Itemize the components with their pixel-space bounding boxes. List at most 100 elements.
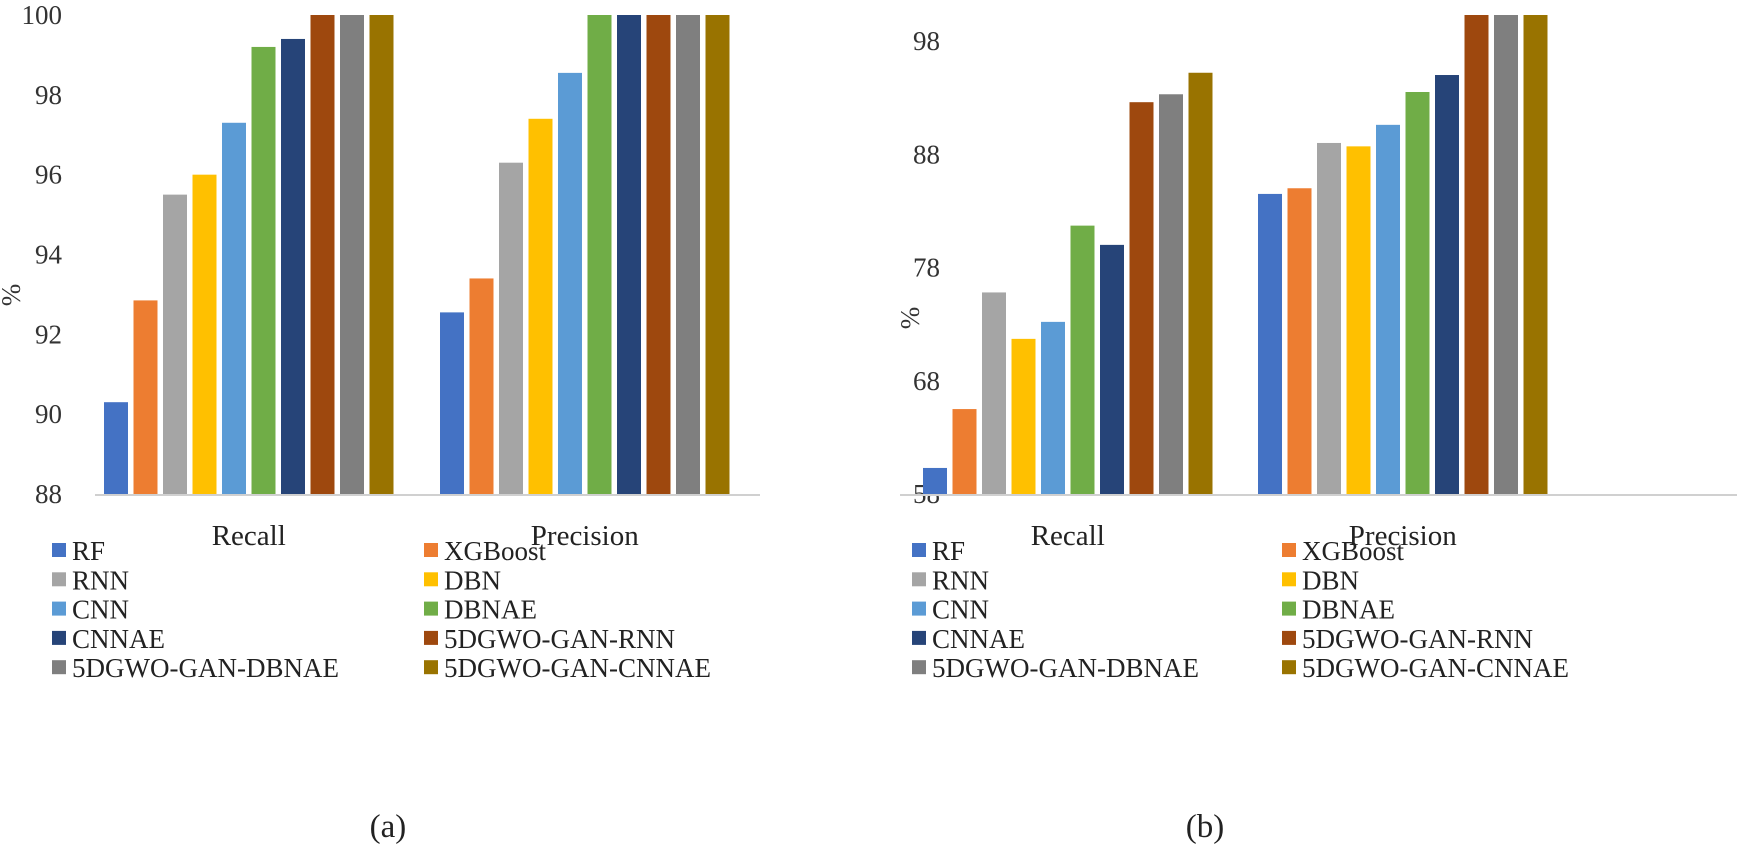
legend-label-xgboost: XGBoost bbox=[1302, 536, 1405, 566]
legend-swatch-5dgwo-gan-rnn bbox=[1282, 630, 1296, 645]
bar-rnn-precision bbox=[1317, 142, 1341, 494]
bar-dbn-recall bbox=[192, 174, 217, 494]
bar-dbnae-recall bbox=[251, 46, 276, 494]
legend-swatch-5dgwo-gan-dbnae bbox=[52, 660, 66, 675]
legend-swatch-rf bbox=[912, 543, 926, 557]
bar-5dgwo-gan-rnn-precision bbox=[646, 15, 671, 494]
y-tick-label: 100 bbox=[22, 0, 63, 30]
legend-swatch-dbn bbox=[1282, 572, 1296, 587]
y-axis-label: % bbox=[900, 307, 925, 330]
bar-rnn-recall bbox=[982, 292, 1006, 494]
bar-5dgwo-gan-cnnae-precision bbox=[705, 15, 730, 494]
legend-swatch-cnn bbox=[52, 601, 66, 616]
bar-cnnae-precision bbox=[1435, 75, 1459, 495]
legend-swatch-cnnae bbox=[52, 630, 66, 645]
legend-swatch-rf bbox=[52, 543, 66, 557]
legend-swatch-rnn bbox=[912, 572, 926, 587]
legend-swatch-5dgwo-gan-cnnae bbox=[424, 660, 438, 675]
legend-label-5dgwo-gan-cnnae: 5DGWO-GAN-CNNAE bbox=[444, 653, 711, 683]
bar-cnn-precision bbox=[1376, 124, 1400, 494]
bar-cnnae-recall bbox=[281, 38, 305, 494]
bar-dbn-precision bbox=[1346, 146, 1371, 494]
bar-5dgwo-gan-cnnae-precision bbox=[1523, 15, 1548, 494]
bar-5dgwo-gan-cnnae-recall bbox=[1188, 72, 1213, 494]
bar-cnnae-recall bbox=[1100, 244, 1124, 494]
bar-rnn-recall bbox=[163, 194, 187, 494]
legend-label-dbn: DBN bbox=[1302, 565, 1359, 595]
legend-label-cnn: CNN bbox=[932, 595, 989, 625]
bar-xgboost-precision bbox=[469, 278, 494, 494]
y-tick-label: 88 bbox=[35, 479, 62, 509]
y-tick-label: 92 bbox=[35, 319, 62, 349]
legend-swatch-xgboost bbox=[1282, 543, 1296, 557]
legend-label-dbnae: DBNAE bbox=[1302, 595, 1395, 625]
panel-caption: (a) bbox=[370, 809, 407, 845]
bar-5dgwo-gan-rnn-recall bbox=[310, 15, 335, 494]
category-label-precision: Precision bbox=[1349, 520, 1457, 552]
legend-swatch-dbn bbox=[424, 572, 438, 587]
bar-dbnae-precision bbox=[587, 15, 612, 494]
bar-xgboost-recall bbox=[133, 300, 158, 494]
bar-5dgwo-gan-dbnae-precision bbox=[676, 15, 700, 494]
bar-dbnae-recall bbox=[1070, 225, 1095, 494]
bar-dbn-precision bbox=[528, 118, 553, 495]
y-tick-label: 90 bbox=[35, 399, 62, 429]
bar-5dgwo-gan-dbnae-recall bbox=[340, 15, 364, 494]
bar-rf-recall bbox=[104, 402, 128, 494]
legend-label-cnnae: CNNAE bbox=[932, 624, 1025, 654]
bar-chart-b: 5868788898%RecallPrecisionRFXGBoostRNNDB… bbox=[900, 15, 1737, 845]
bar-cnnae-precision bbox=[617, 15, 641, 494]
bar-rf-recall bbox=[923, 467, 947, 494]
bar-5dgwo-gan-dbnae-precision bbox=[1494, 15, 1518, 494]
legend-label-5dgwo-gan-rnn: 5DGWO-GAN-RNN bbox=[444, 624, 675, 654]
legend-label-rf: RF bbox=[72, 536, 105, 566]
legend-label-xgboost: XGBoost bbox=[444, 536, 547, 566]
legend-label-rnn: RNN bbox=[932, 565, 989, 595]
bar-chart-a: 88 90 92 94 96 98 100% Recall Precision RF XGBoost… bbox=[0, 0, 760, 845]
y-axis-label: % bbox=[0, 284, 26, 307]
legend-swatch-dbnae bbox=[424, 601, 438, 616]
bar-dbnae-precision bbox=[1405, 92, 1430, 494]
bar-cnn-recall bbox=[222, 122, 246, 495]
y-tick-label: 78 bbox=[913, 253, 940, 283]
legend-label-5dgwo-gan-dbnae: 5DGWO-GAN-DBNAE bbox=[72, 653, 339, 683]
legend-label-5dgwo-gan-cnnae: 5DGWO-GAN-CNNAE bbox=[1302, 653, 1569, 683]
bar-5dgwo-gan-rnn-recall bbox=[1129, 102, 1154, 495]
legend-swatch-5dgwo-gan-dbnae bbox=[912, 660, 926, 675]
legend-swatch-cnn bbox=[912, 601, 926, 616]
legend-swatch-dbnae bbox=[1282, 601, 1296, 616]
legend-label-cnnae: CNNAE bbox=[72, 624, 165, 654]
chart-panel-a: 88 90 92 94 96 98 100% Recall Precision RF XGBoost… bbox=[0, 0, 860, 856]
y-tick-label: 98 bbox=[35, 80, 62, 110]
bar-5dgwo-gan-cnnae-recall bbox=[369, 15, 394, 494]
legend-swatch-cnnae bbox=[912, 630, 926, 645]
category-label-precision: Precision bbox=[531, 520, 639, 552]
legend-swatch-5dgwo-gan-cnnae bbox=[1282, 660, 1296, 675]
legend-label-cnn: CNN bbox=[72, 595, 129, 625]
y-tick-label: 88 bbox=[913, 139, 940, 169]
bar-rf-precision bbox=[1258, 193, 1282, 495]
category-label-recall: Recall bbox=[212, 520, 286, 552]
category-label-recall: Recall bbox=[1031, 520, 1105, 552]
legend-label-5dgwo-gan-rnn: 5DGWO-GAN-RNN bbox=[1302, 624, 1533, 654]
y-tick-label: 68 bbox=[913, 366, 940, 396]
legend-label-5dgwo-gan-dbnae: 5DGWO-GAN-DBNAE bbox=[932, 653, 1199, 683]
legend-swatch-5dgwo-gan-rnn bbox=[424, 630, 438, 645]
bar-rnn-precision bbox=[499, 162, 523, 495]
legend-swatch-xgboost bbox=[424, 543, 438, 557]
panel-caption: (b) bbox=[1186, 809, 1224, 845]
legend-label-rf: RF bbox=[932, 536, 965, 566]
y-tick-label: 94 bbox=[35, 240, 63, 270]
chart-panel-b: 5868788898%RecallPrecisionRFXGBoostRNNDB… bbox=[900, 0, 1737, 856]
bar-xgboost-recall bbox=[952, 409, 977, 494]
legend-swatch-rnn bbox=[52, 572, 66, 587]
legend-label-dbn: DBN bbox=[444, 565, 501, 595]
bar-cnn-precision bbox=[558, 72, 582, 495]
legend-label-dbnae: DBNAE bbox=[444, 595, 537, 625]
bar-5dgwo-gan-rnn-precision bbox=[1464, 15, 1489, 494]
bar-cnn-recall bbox=[1041, 321, 1065, 494]
bar-rf-precision bbox=[440, 312, 464, 494]
y-tick-label: 96 bbox=[35, 160, 62, 190]
bar-5dgwo-gan-dbnae-recall bbox=[1159, 94, 1183, 494]
y-tick-label: 98 bbox=[913, 26, 940, 56]
